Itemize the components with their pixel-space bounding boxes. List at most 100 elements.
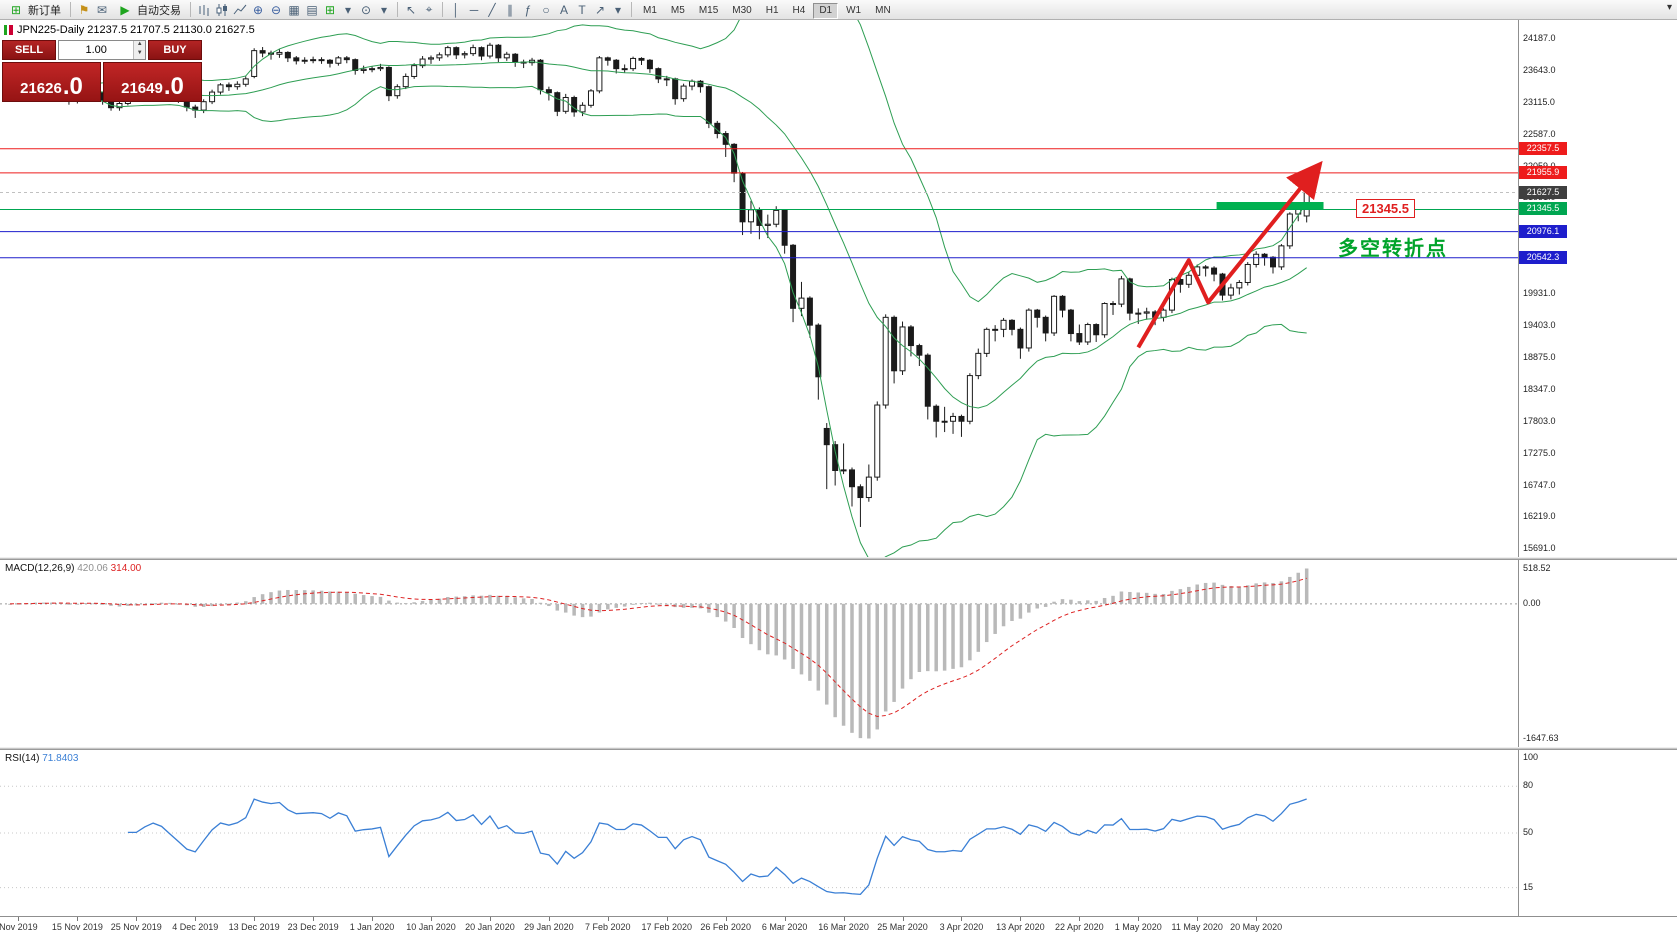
shapes-tool-icon[interactable]: ○ xyxy=(542,2,550,17)
bar-chart-icon[interactable] xyxy=(195,1,213,19)
candle[interactable] xyxy=(1126,278,1133,314)
candle[interactable] xyxy=(377,66,384,70)
candle[interactable] xyxy=(1110,303,1117,306)
candle[interactable] xyxy=(587,90,594,106)
candle[interactable] xyxy=(1076,333,1083,343)
candle[interactable] xyxy=(823,427,830,446)
candle[interactable] xyxy=(301,59,308,62)
candle[interactable] xyxy=(310,59,317,62)
volume-down-icon[interactable]: ▼ xyxy=(134,50,145,59)
panel-divider[interactable] xyxy=(0,557,1677,560)
timeframe-button-D1[interactable]: D1 xyxy=(813,2,839,19)
candle[interactable] xyxy=(958,415,965,422)
candle[interactable] xyxy=(1211,267,1218,275)
profiles-icon[interactable]: ⊙ xyxy=(360,2,372,17)
candle[interactable] xyxy=(596,57,603,92)
candle[interactable] xyxy=(1101,303,1108,336)
candle[interactable] xyxy=(486,44,493,57)
candle[interactable] xyxy=(790,244,797,309)
cursor-icon[interactable]: ↖ xyxy=(405,2,417,17)
candle[interactable] xyxy=(1227,287,1234,296)
candle[interactable] xyxy=(630,57,637,70)
candle[interactable] xyxy=(478,47,485,57)
candle[interactable] xyxy=(1093,324,1100,336)
zoom-out-icon[interactable]: ⊖ xyxy=(270,2,282,17)
candle[interactable] xyxy=(436,54,443,59)
candle[interactable] xyxy=(411,65,418,77)
candle[interactable] xyxy=(747,209,754,223)
candle[interactable] xyxy=(259,50,266,54)
crosshair-icon[interactable]: ⌖ xyxy=(425,2,433,16)
candle[interactable] xyxy=(1008,319,1015,330)
highlight-box[interactable] xyxy=(1216,202,1324,210)
new-chart-icon[interactable]: ⊞ xyxy=(324,2,336,17)
candle[interactable] xyxy=(251,50,258,77)
candle[interactable] xyxy=(924,354,931,407)
mailbox-icon[interactable]: ✉ xyxy=(96,2,108,17)
candle[interactable] xyxy=(335,57,342,64)
timeframe-button-H1[interactable]: H1 xyxy=(760,3,785,19)
candle[interactable] xyxy=(604,57,611,61)
price-chart[interactable] xyxy=(0,20,1518,557)
candle[interactable] xyxy=(621,68,628,71)
candle[interactable] xyxy=(225,84,232,88)
candle[interactable] xyxy=(1236,281,1243,289)
candle[interactable] xyxy=(495,44,502,59)
price-level-annotation-label[interactable]: 21345.5 xyxy=(1356,199,1415,218)
candle[interactable] xyxy=(1202,266,1209,269)
autotrading-button[interactable]: ▶ 自动交易 xyxy=(111,1,186,19)
zoom-in-icon[interactable]: ⊕ xyxy=(252,2,264,17)
new-order-button[interactable]: ⊞ 新订单 xyxy=(2,1,66,19)
candle[interactable] xyxy=(899,326,906,372)
timeframe-button-MN[interactable]: MN xyxy=(869,3,897,19)
candle[interactable] xyxy=(343,57,350,61)
candle[interactable] xyxy=(874,404,881,478)
candle[interactable] xyxy=(983,328,990,354)
buy-button[interactable]: BUY xyxy=(148,40,202,60)
candle[interactable] xyxy=(1000,319,1007,330)
volume-up-icon[interactable]: ▲ xyxy=(134,41,145,50)
timeframe-button-M1[interactable]: M1 xyxy=(637,3,663,19)
candle[interactable] xyxy=(975,352,982,377)
alerts-icon[interactable]: ⚑ xyxy=(78,2,90,17)
trendline-tool-icon[interactable]: ╱ xyxy=(488,2,496,17)
candle[interactable] xyxy=(428,57,434,60)
vertical-line-tool-icon[interactable]: │ xyxy=(452,2,460,17)
fibonacci-tool-icon[interactable]: ƒ xyxy=(524,2,532,17)
candle[interactable] xyxy=(655,68,662,80)
time-axis[interactable]: Nov 2019 15 Nov 2019 25 Nov 2019 4 Dec 2019… xyxy=(0,916,1677,938)
candle[interactable] xyxy=(1042,316,1049,334)
candle[interactable] xyxy=(722,133,729,145)
candle[interactable] xyxy=(992,328,999,331)
candle[interactable] xyxy=(234,83,241,88)
arrows-caret-icon[interactable]: ▾ xyxy=(614,2,622,17)
arrows-tool-icon[interactable]: ↗ xyxy=(594,2,606,17)
candle[interactable] xyxy=(764,223,771,226)
candle[interactable] xyxy=(1160,309,1167,318)
candle[interactable] xyxy=(512,53,519,63)
candle[interactable] xyxy=(402,75,409,88)
candle[interactable] xyxy=(1286,213,1293,247)
candle[interactable] xyxy=(562,96,569,112)
candle[interactable] xyxy=(1185,274,1192,285)
candle[interactable] xyxy=(832,444,839,472)
candle[interactable] xyxy=(849,469,855,488)
candle[interactable] xyxy=(773,209,780,225)
candle[interactable] xyxy=(705,86,712,124)
toolbar-overflow-icon[interactable]: ▾ xyxy=(1666,2,1672,13)
candle[interactable] xyxy=(242,78,249,85)
timeframe-button-M5[interactable]: M5 xyxy=(665,3,691,19)
text-label-tool-icon[interactable]: T xyxy=(578,2,586,17)
candle[interactable] xyxy=(385,66,392,97)
candle[interactable] xyxy=(638,57,645,61)
candle[interactable] xyxy=(916,345,923,356)
timeframe-button-M30[interactable]: M30 xyxy=(726,3,757,19)
candle[interactable] xyxy=(941,420,948,423)
candle[interactable] xyxy=(950,415,957,422)
panel-divider[interactable] xyxy=(0,747,1677,750)
buy-price-display[interactable]: 21649 .0 xyxy=(103,62,202,102)
cascade-windows-icon[interactable]: ▤ xyxy=(306,2,318,17)
candle[interactable] xyxy=(293,57,300,62)
candle[interactable] xyxy=(815,324,822,378)
candle[interactable] xyxy=(360,68,367,71)
